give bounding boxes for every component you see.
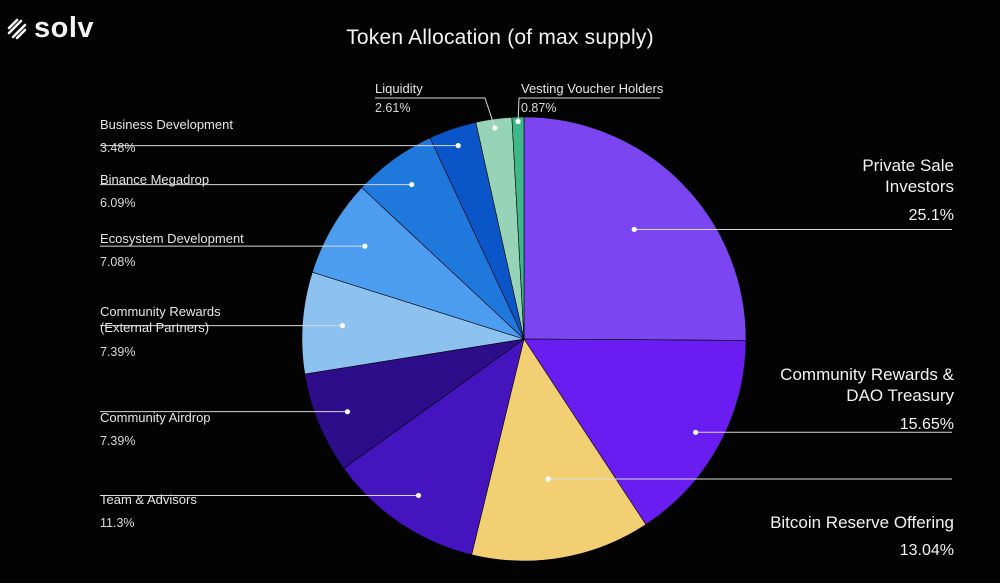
label-name: Liquidity [375,81,423,96]
label-value: 2.61% [375,101,411,116]
label-community-rewards-dao: Community Rewards & DAO Treasury 15.65% [780,364,954,435]
leader-dot [515,118,521,125]
pie-slice-team-advisors [343,338,525,556]
label-name: Binance Megadrop [100,172,210,187]
label-business-development: Business Development 3.48% [100,117,233,157]
label-value: 6.09% [100,196,136,211]
leader-dot [693,429,699,435]
label-community-airdrop: Community Airdrop 7.39% [100,410,211,450]
label-team-advisors: Team & Advisors 11.3% [100,492,197,532]
label-vesting-voucher-holders: Vesting Voucher Holders 0.87% [521,81,663,117]
label-name: Community Rewards (External Partners) [100,304,221,336]
leader-dot [339,322,346,329]
leader-dot [344,409,351,415]
label-binance-megadrop: Binance Megadrop 6.09% [100,172,209,212]
label-value: 11.3% [100,516,135,531]
label-ecosystem-development: Ecosystem Development 7.08% [100,231,244,271]
label-name: Ecosystem Development [100,231,244,246]
brand-name: solv [34,12,95,44]
leader-dot [631,226,637,233]
pie-slice-community-rewards-dao-treasury [523,338,747,525]
leader-line [517,97,660,122]
label-value: 0.87% [521,101,557,116]
solv-logo-icon [7,18,27,39]
label-value: 7.39% [100,434,136,449]
leader-dot [455,143,461,149]
label-value: 7.39% [100,344,136,359]
label-value: 7.08% [100,255,136,270]
label-name: Business Development [100,117,233,132]
label-value: 3.48% [100,141,136,156]
label-community-rewards-external: Community Rewards (External Partners) 7.… [100,304,221,360]
pie-slice-bitcoin-reserve-offering [471,338,647,562]
leader-dot [492,125,498,131]
solv-logo: solv [6,12,94,45]
label-name: Team & Advisors [100,492,197,507]
label-name: Bitcoin Reserve Offering [770,513,954,532]
label-name: Private Sale Investors [862,156,954,197]
label-value: 25.1% [908,206,954,224]
chart-title: Token Allocation (of max supply) [346,26,654,49]
leader-dot [545,476,551,482]
leader-dot [415,492,422,499]
label-name: Community Rewards & DAO Treasury [780,365,954,406]
label-name: Community Airdrop [100,410,211,425]
label-value: 13.04% [899,542,954,560]
label-bitcoin-reserve-offering: Bitcoin Reserve Offering 13.04% [770,512,954,561]
leader-dot [409,181,415,188]
label-private-sale-investors: Private Sale Investors 25.1% [862,155,954,226]
pie-slice-community-airdrop [304,338,525,469]
label-value: 15.65% [899,415,954,433]
leader-dot [362,243,368,249]
label-liquidity: Liquidity 2.61% [375,81,423,117]
pie-slice-community-rewards-external-partners [301,271,525,375]
leader-line [375,97,496,129]
label-name: Vesting Voucher Holders [521,81,664,96]
